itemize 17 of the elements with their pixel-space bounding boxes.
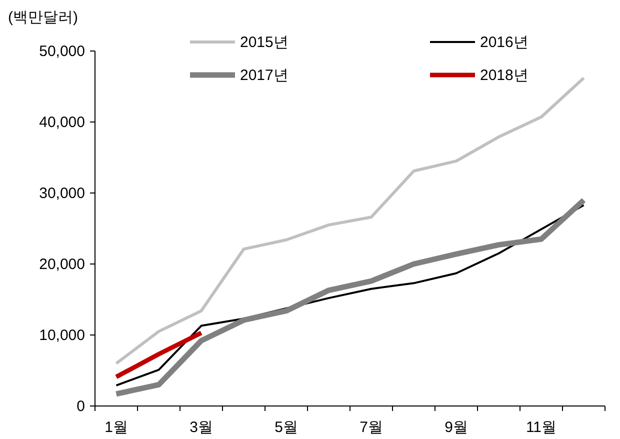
y-tick-label: 40,000: [39, 114, 85, 131]
y-tick-label: 0: [76, 398, 85, 415]
y-tick-label: 50,000: [39, 43, 85, 60]
legend-label: 2017년: [240, 67, 288, 84]
x-tick-label: 1월: [104, 419, 128, 436]
legend-label: 2016년: [480, 34, 528, 51]
legend-label: 2015년: [240, 34, 288, 51]
x-tick-label: 9월: [444, 419, 468, 436]
y-tick-label: 20,000: [39, 256, 85, 273]
x-tick-label: 11월: [526, 419, 557, 436]
legend-label: 2018년: [480, 67, 528, 84]
y-tick-label: 30,000: [39, 185, 85, 202]
x-tick-label: 3월: [190, 419, 213, 436]
x-tick-label: 7월: [360, 419, 383, 436]
x-tick-label: 5월: [274, 419, 298, 436]
y-axis-title: (백만달러): [8, 9, 78, 26]
y-tick-label: 10,000: [39, 327, 85, 344]
